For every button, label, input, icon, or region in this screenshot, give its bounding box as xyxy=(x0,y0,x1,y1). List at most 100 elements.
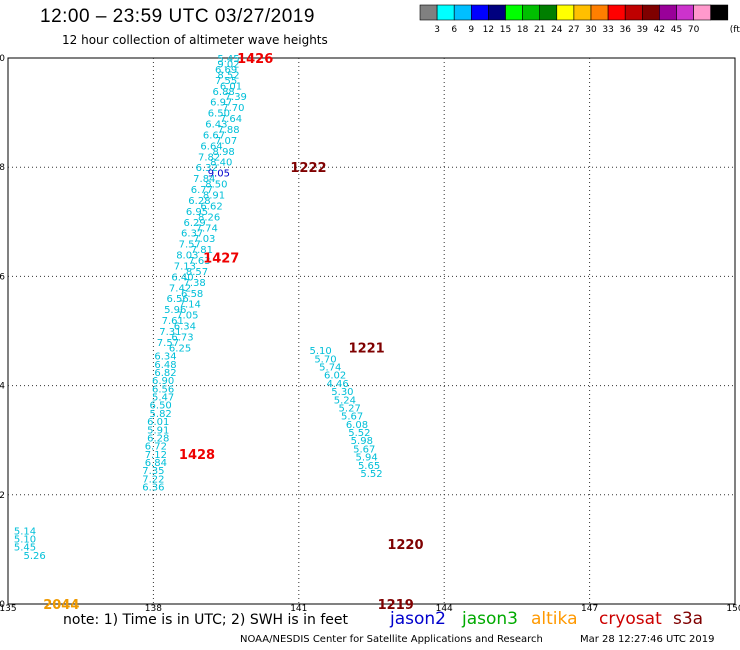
swh-value: 5.67 xyxy=(353,444,375,455)
swh-value: 7.35 xyxy=(142,466,164,477)
swh-value: 8.57 xyxy=(186,267,208,278)
swh-value: 7.70 xyxy=(222,103,244,114)
swh-value: 5.47 xyxy=(152,393,174,404)
legend-unit: (ft) xyxy=(730,25,740,35)
swh-value: 6.90 xyxy=(152,376,174,387)
legend-tick: 6 xyxy=(451,25,457,35)
swh-value: 6.77 xyxy=(191,185,213,196)
legend-tick: 3 xyxy=(434,25,440,35)
legend-cryosat: cryosat xyxy=(599,609,662,629)
legend-tick: 15 xyxy=(500,25,511,35)
y-tick-label: 20 xyxy=(0,600,5,610)
swh-value: 6.29 xyxy=(183,218,205,229)
legend-tick: 42 xyxy=(654,25,665,35)
swh-value: 7.82 xyxy=(198,152,220,163)
swh-value: 8.91 xyxy=(203,191,225,202)
swh-value: 9.02 xyxy=(217,59,239,70)
legend-tick: 12 xyxy=(483,25,494,35)
x-tick-label: 147 xyxy=(581,604,598,614)
swh-value: 9.05 xyxy=(208,169,230,180)
swh-value: 7.64 xyxy=(220,114,242,125)
legend-tick: 45 xyxy=(671,25,682,35)
swh-value: 6.82 xyxy=(154,368,176,379)
footer-timestamp: Mar 28 12:27:46 UTC 2019 xyxy=(580,634,715,645)
swh-value: 7.42 xyxy=(169,283,191,294)
swh-value: 5.67 xyxy=(341,412,363,423)
swh-value: 6.36 xyxy=(142,483,164,494)
swh-value: 8.40 xyxy=(210,158,232,169)
swh-value: 6.02 xyxy=(324,371,346,382)
swh-value: 7.88 xyxy=(217,125,239,136)
swh-value: 5.45 xyxy=(14,543,36,554)
swh-value: 6.08 xyxy=(346,420,368,431)
swh-value: 5.24 xyxy=(334,395,356,406)
swh-value: 7.03 xyxy=(193,234,215,245)
swh-value: 6.01 xyxy=(220,81,242,92)
swh-value: 6.97 xyxy=(210,98,232,109)
swh-value: 5.82 xyxy=(150,409,172,420)
swh-value: 7.55 xyxy=(215,76,237,87)
swh-value: 6.01 xyxy=(147,417,169,428)
legend-tick: 30 xyxy=(585,25,597,35)
legend-tick: 36 xyxy=(619,25,631,35)
swh-value: 8.26 xyxy=(198,212,220,223)
track-label: 1428 xyxy=(179,448,215,463)
legend-tick: 21 xyxy=(534,25,545,35)
swh-value: 6.28 xyxy=(188,196,210,207)
plot-frame xyxy=(7,57,736,605)
chart-title: 12:00 – 23:59 UTC 03/27/2019 xyxy=(40,6,315,27)
swh-value: 5.14 xyxy=(14,526,36,537)
swh-value: 5.74 xyxy=(319,362,341,373)
legend-tick: 18 xyxy=(517,25,529,35)
swh-value: 7.07 xyxy=(215,136,237,147)
swh-value: 7.39 xyxy=(225,92,247,103)
swh-value: 7.63 xyxy=(188,256,210,267)
chart-subtitle: 12 hour collection of altimeter wave hei… xyxy=(62,33,328,47)
swh-value: 7.13 xyxy=(174,261,196,272)
footer-note: note: 1) Time is in UTC; 2) SWH is in fe… xyxy=(63,612,349,628)
legend-tick: 9 xyxy=(468,25,474,35)
swh-value: 7.05 xyxy=(176,311,198,322)
legend-jason2: jason2 xyxy=(390,609,446,629)
legend-jason3: jason3 xyxy=(462,609,518,629)
swh-value: 6.40 xyxy=(171,272,193,283)
y-tick-label: 22 xyxy=(0,491,5,501)
swh-value: 6.88 xyxy=(213,87,235,98)
swh-value: 6.58 xyxy=(181,289,203,300)
swh-value: 6.43 xyxy=(205,120,227,131)
swh-value: 7.84 xyxy=(193,174,215,185)
legend-swatch xyxy=(710,4,729,21)
swh-value: 8.52 xyxy=(217,70,239,81)
swh-value: 4.46 xyxy=(326,379,348,390)
legend-tick: 27 xyxy=(568,25,579,35)
y-tick-label: 24 xyxy=(0,382,5,392)
y-tick-label: 28 xyxy=(0,163,5,173)
legend-altika: altika xyxy=(531,609,578,629)
swh-value: 5.30 xyxy=(331,387,353,398)
swh-value: 6.72 xyxy=(145,442,167,453)
swh-value: 6.34 xyxy=(154,352,176,363)
y-tick-label: 30 xyxy=(0,54,5,64)
legend-tick: 24 xyxy=(551,25,563,35)
swh-value: 7.31 xyxy=(159,327,181,338)
track-label: 1426 xyxy=(237,52,273,67)
swh-value: 5.26 xyxy=(24,551,46,562)
swh-value: 5.52 xyxy=(360,469,382,480)
x-tick-label: 135 xyxy=(0,604,17,614)
swh-value: 6.50 xyxy=(150,401,172,412)
swh-value: 6.95 xyxy=(186,207,208,218)
swh-value: 5.98 xyxy=(351,436,373,447)
legend-tick: 39 xyxy=(637,25,649,35)
swh-value: 6.56 xyxy=(167,294,189,305)
swh-value: 6.84 xyxy=(145,458,167,469)
swh-value: 5.27 xyxy=(339,403,361,414)
swh-value: 7.81 xyxy=(191,245,213,256)
swh-value: 8.03 xyxy=(176,251,198,262)
swh-value: 6.50 xyxy=(208,109,230,120)
swh-value: 7.22 xyxy=(142,474,164,485)
legend-tick: 70 xyxy=(688,25,700,35)
track-label: 1219 xyxy=(378,598,414,613)
swh-value: 6.48 xyxy=(154,360,176,371)
